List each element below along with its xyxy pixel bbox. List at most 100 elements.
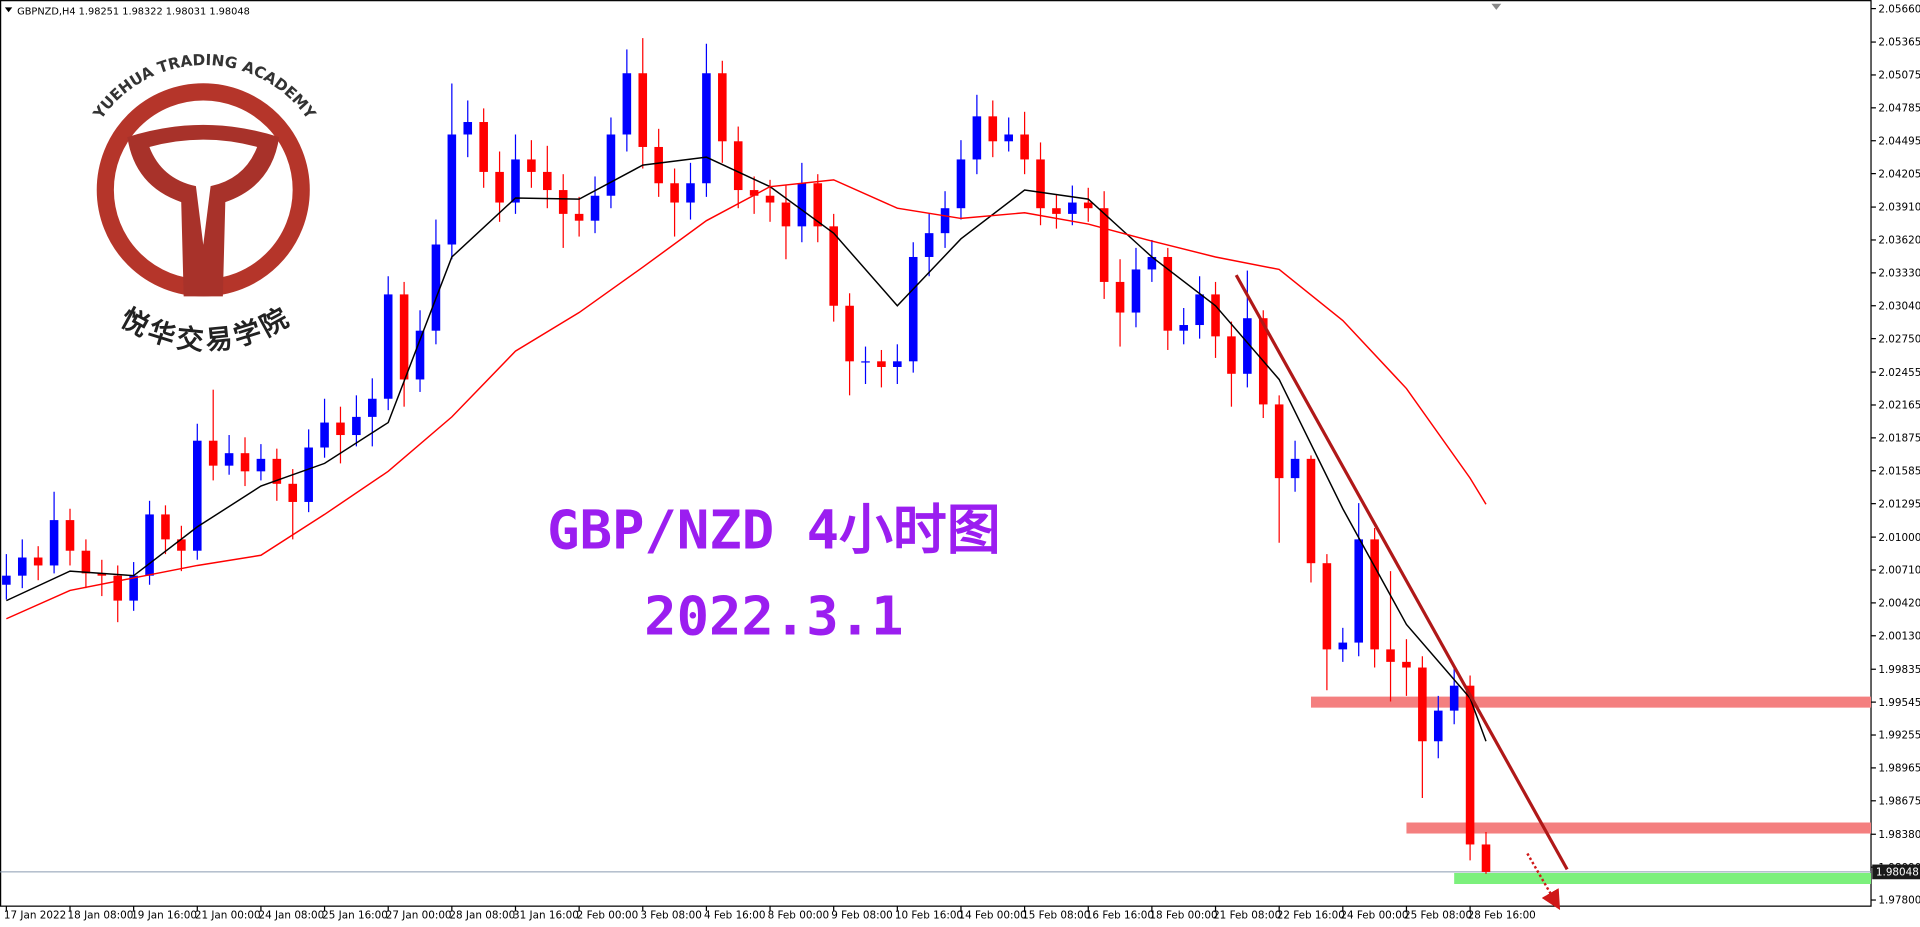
candle-body [574,213,584,221]
candle-body [1163,256,1173,331]
candle-body [749,190,759,196]
candle-body [145,514,154,576]
candle-body [1083,202,1093,209]
x-tick-label: 18 Feb 00:00 [1149,909,1217,921]
candle-body [1433,710,1443,742]
price-zone [1406,822,1872,834]
candle-body [1052,208,1061,214]
candle-body [431,244,441,331]
candle-body [479,122,488,172]
candle-body [1036,159,1045,209]
candle-body [97,573,107,576]
candle-body [447,134,457,245]
candle-body [670,183,679,203]
trend-line [1234,274,1569,871]
candle-body [161,514,170,540]
candle-body [924,233,934,257]
y-tick-label: 2.03330 [1878,268,1920,280]
x-tick-label: 9 Feb 08:00 [831,909,893,921]
y-tick-label: 1.98675 [1878,795,1920,807]
candle-body [972,116,982,160]
candle-body [1243,318,1252,374]
candle-body [558,190,568,214]
logo: YUEHUA TRADING ACADEMY 悦华交易学院 [89,51,320,357]
candle-body [590,195,600,221]
x-tick-label: 19 Jan 16:00 [131,909,197,921]
logo-emblem-inner [149,139,258,245]
x-tick-label: 21 Feb 08:00 [1213,909,1281,921]
price-zone [1310,696,1872,708]
candle-body [352,416,361,436]
x-tick-label: 28 Feb 16:00 [1468,909,1536,921]
candle-body [908,256,918,362]
y-tick-label: 2.00710 [1878,565,1920,577]
y-tick-label: 2.01295 [1878,498,1920,510]
candle-body [256,458,266,472]
y-tick-label: 1.98965 [1878,763,1920,775]
candle-body [463,122,473,135]
y-tick-label: 2.02455 [1878,367,1920,379]
candle-body [81,550,91,574]
candle-body [718,73,727,142]
x-tick-label: 25 Feb 08:00 [1404,909,1472,921]
candle-body [1465,685,1475,845]
candle-body [113,575,123,601]
candle-body [1386,649,1395,662]
shift-marker[interactable] [1491,3,1502,10]
candle-body [1227,336,1236,374]
candle-body [368,398,377,417]
y-tick-label: 2.03620 [1878,235,1920,247]
last-price-box [1872,864,1920,880]
candle-body [272,458,282,484]
candle-body [415,330,425,380]
candle-body [765,195,775,203]
moving-average [6,156,1487,742]
chart-title: GBP/NZD 4小时图 [547,499,1000,562]
candle-body [702,73,711,184]
candle-body [733,141,743,191]
y-tick-label: 1.99835 [1878,664,1920,676]
candle-body [1211,294,1220,337]
candle-body [17,557,27,576]
candle-body [1147,256,1157,270]
price-zone [1454,872,1872,884]
candle-body [877,361,886,367]
forecast-arrow [1526,852,1561,910]
x-tick-label: 28 Jan 08:00 [449,909,515,921]
candle-body [638,73,648,147]
candle-body [940,208,950,234]
candle-body [956,159,966,209]
x-tick-label: 4 Feb 16:00 [704,909,766,921]
chart-subtitle: 2022.3.1 [644,584,903,647]
candle-body [399,294,409,380]
x-tick-label: 10 Feb 16:00 [895,909,963,921]
x-tick-label: 17 Jan 2022 [4,909,66,921]
candle-body [336,422,345,436]
candle-body [65,520,75,551]
symbol-info: GBPNZD,H4 1.98251 1.98322 1.98031 1.9804… [17,7,250,18]
y-tick-label: 2.04205 [1878,168,1920,180]
x-tick-label: 25 Jan 16:00 [322,909,388,921]
candle-body [304,447,313,502]
candle-body [177,539,186,551]
candle-body [208,440,218,466]
candle-body [240,453,250,472]
y-tick-label: 1.98380 [1878,829,1920,841]
candle-body [1131,269,1141,313]
candle-body [1179,325,1188,331]
candle-body [861,361,870,363]
x-tick-label: 21 Jan 00:00 [195,909,261,921]
candle-body [1402,661,1411,668]
candle-body [1306,458,1316,564]
candle-body [543,171,552,191]
candle-body [622,73,632,135]
candle-body [1449,685,1459,711]
candle-body [1195,294,1204,326]
menu-triangle[interactable] [4,7,13,13]
candle-body [781,202,791,227]
candle-body [797,183,807,227]
y-tick-label: 2.03910 [1878,202,1920,214]
candle-body [288,483,298,502]
